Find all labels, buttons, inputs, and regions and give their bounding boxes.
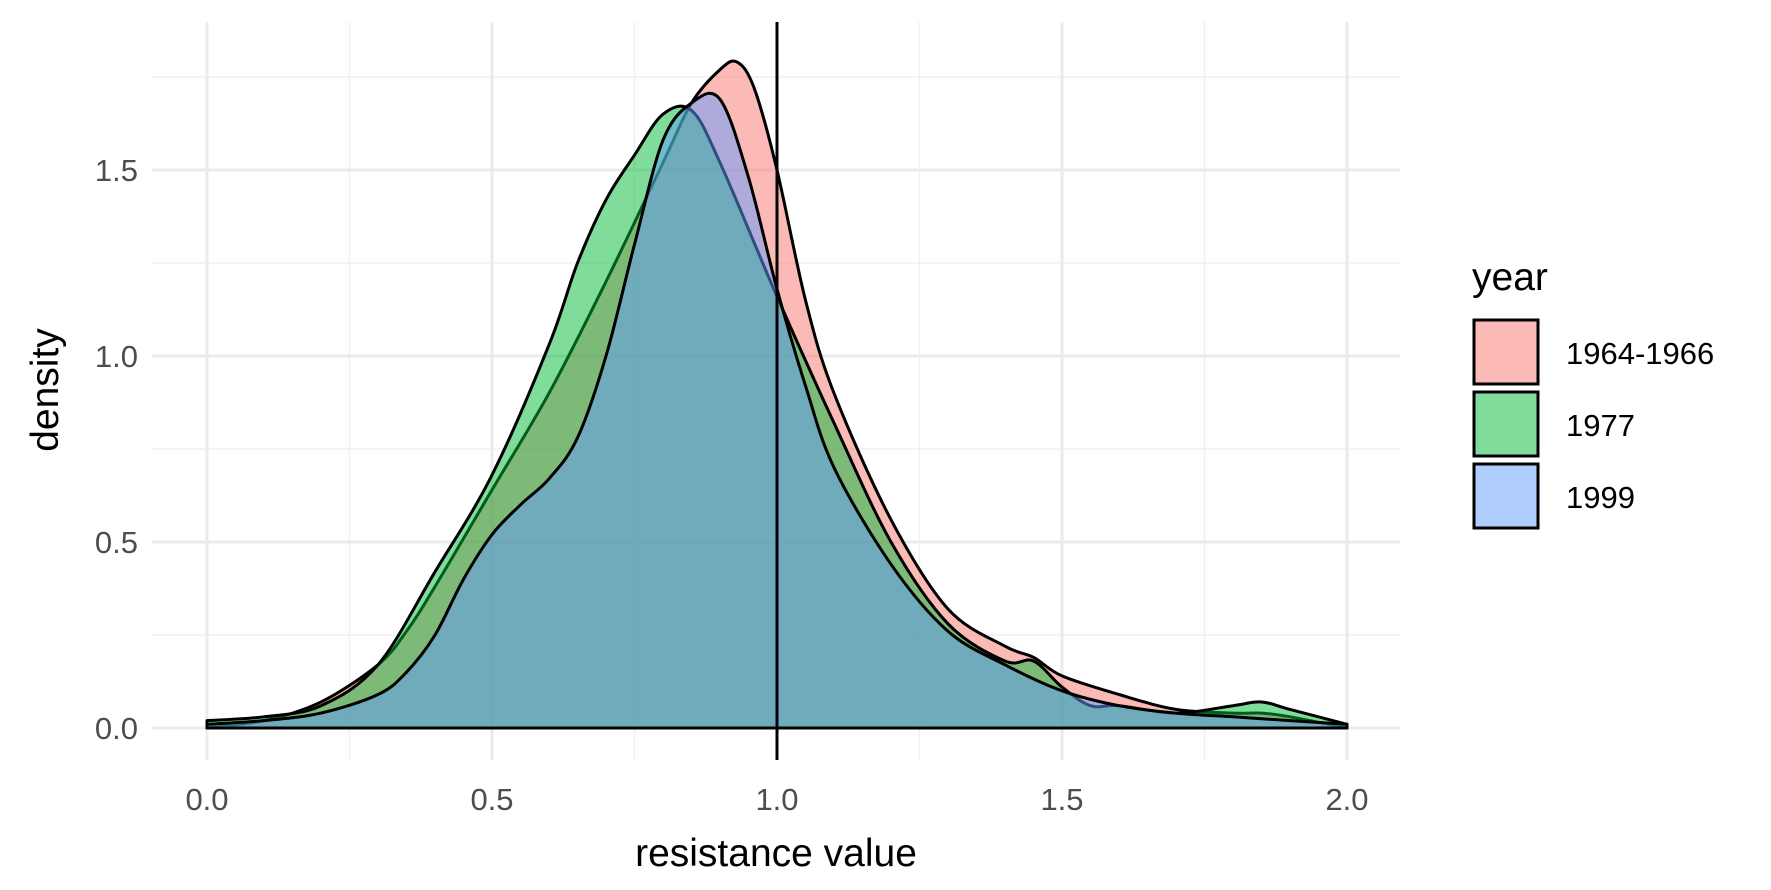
legend-label: 1964-1966 — [1566, 336, 1714, 371]
legend-item: 1977 — [1472, 390, 1635, 458]
legend-items: 1964-1966 1977 1999 — [1472, 318, 1714, 530]
legend-swatch — [1472, 462, 1540, 530]
legend-label: 1999 — [1566, 480, 1635, 515]
y-axis-ticks: 0.0 0.5 1.0 1.5 — [95, 153, 138, 746]
y-axis-title: density — [24, 328, 67, 452]
x-tick-label: 0.0 — [185, 782, 228, 817]
legend-item: 1964-1966 — [1472, 318, 1714, 386]
legend-title: year — [1472, 256, 1548, 299]
y-tick-label: 0.5 — [95, 525, 138, 560]
y-tick-label: 1.0 — [95, 339, 138, 374]
x-tick-label: 1.0 — [755, 782, 798, 817]
x-tick-label: 1.5 — [1040, 782, 1083, 817]
legend: year 1964-1966 1977 1999 — [1472, 256, 1714, 530]
legend-swatch — [1472, 318, 1540, 386]
legend-label: 1977 — [1566, 408, 1635, 443]
x-tick-label: 2.0 — [1325, 782, 1368, 817]
x-axis-title: resistance value — [635, 832, 917, 875]
legend-item: 1999 — [1472, 462, 1635, 530]
x-axis-ticks: 0.0 0.5 1.0 1.5 2.0 — [185, 782, 1368, 817]
y-tick-label: 0.0 — [95, 711, 138, 746]
x-tick-label: 0.5 — [470, 782, 513, 817]
legend-swatch — [1472, 390, 1540, 458]
y-tick-label: 1.5 — [95, 153, 138, 188]
